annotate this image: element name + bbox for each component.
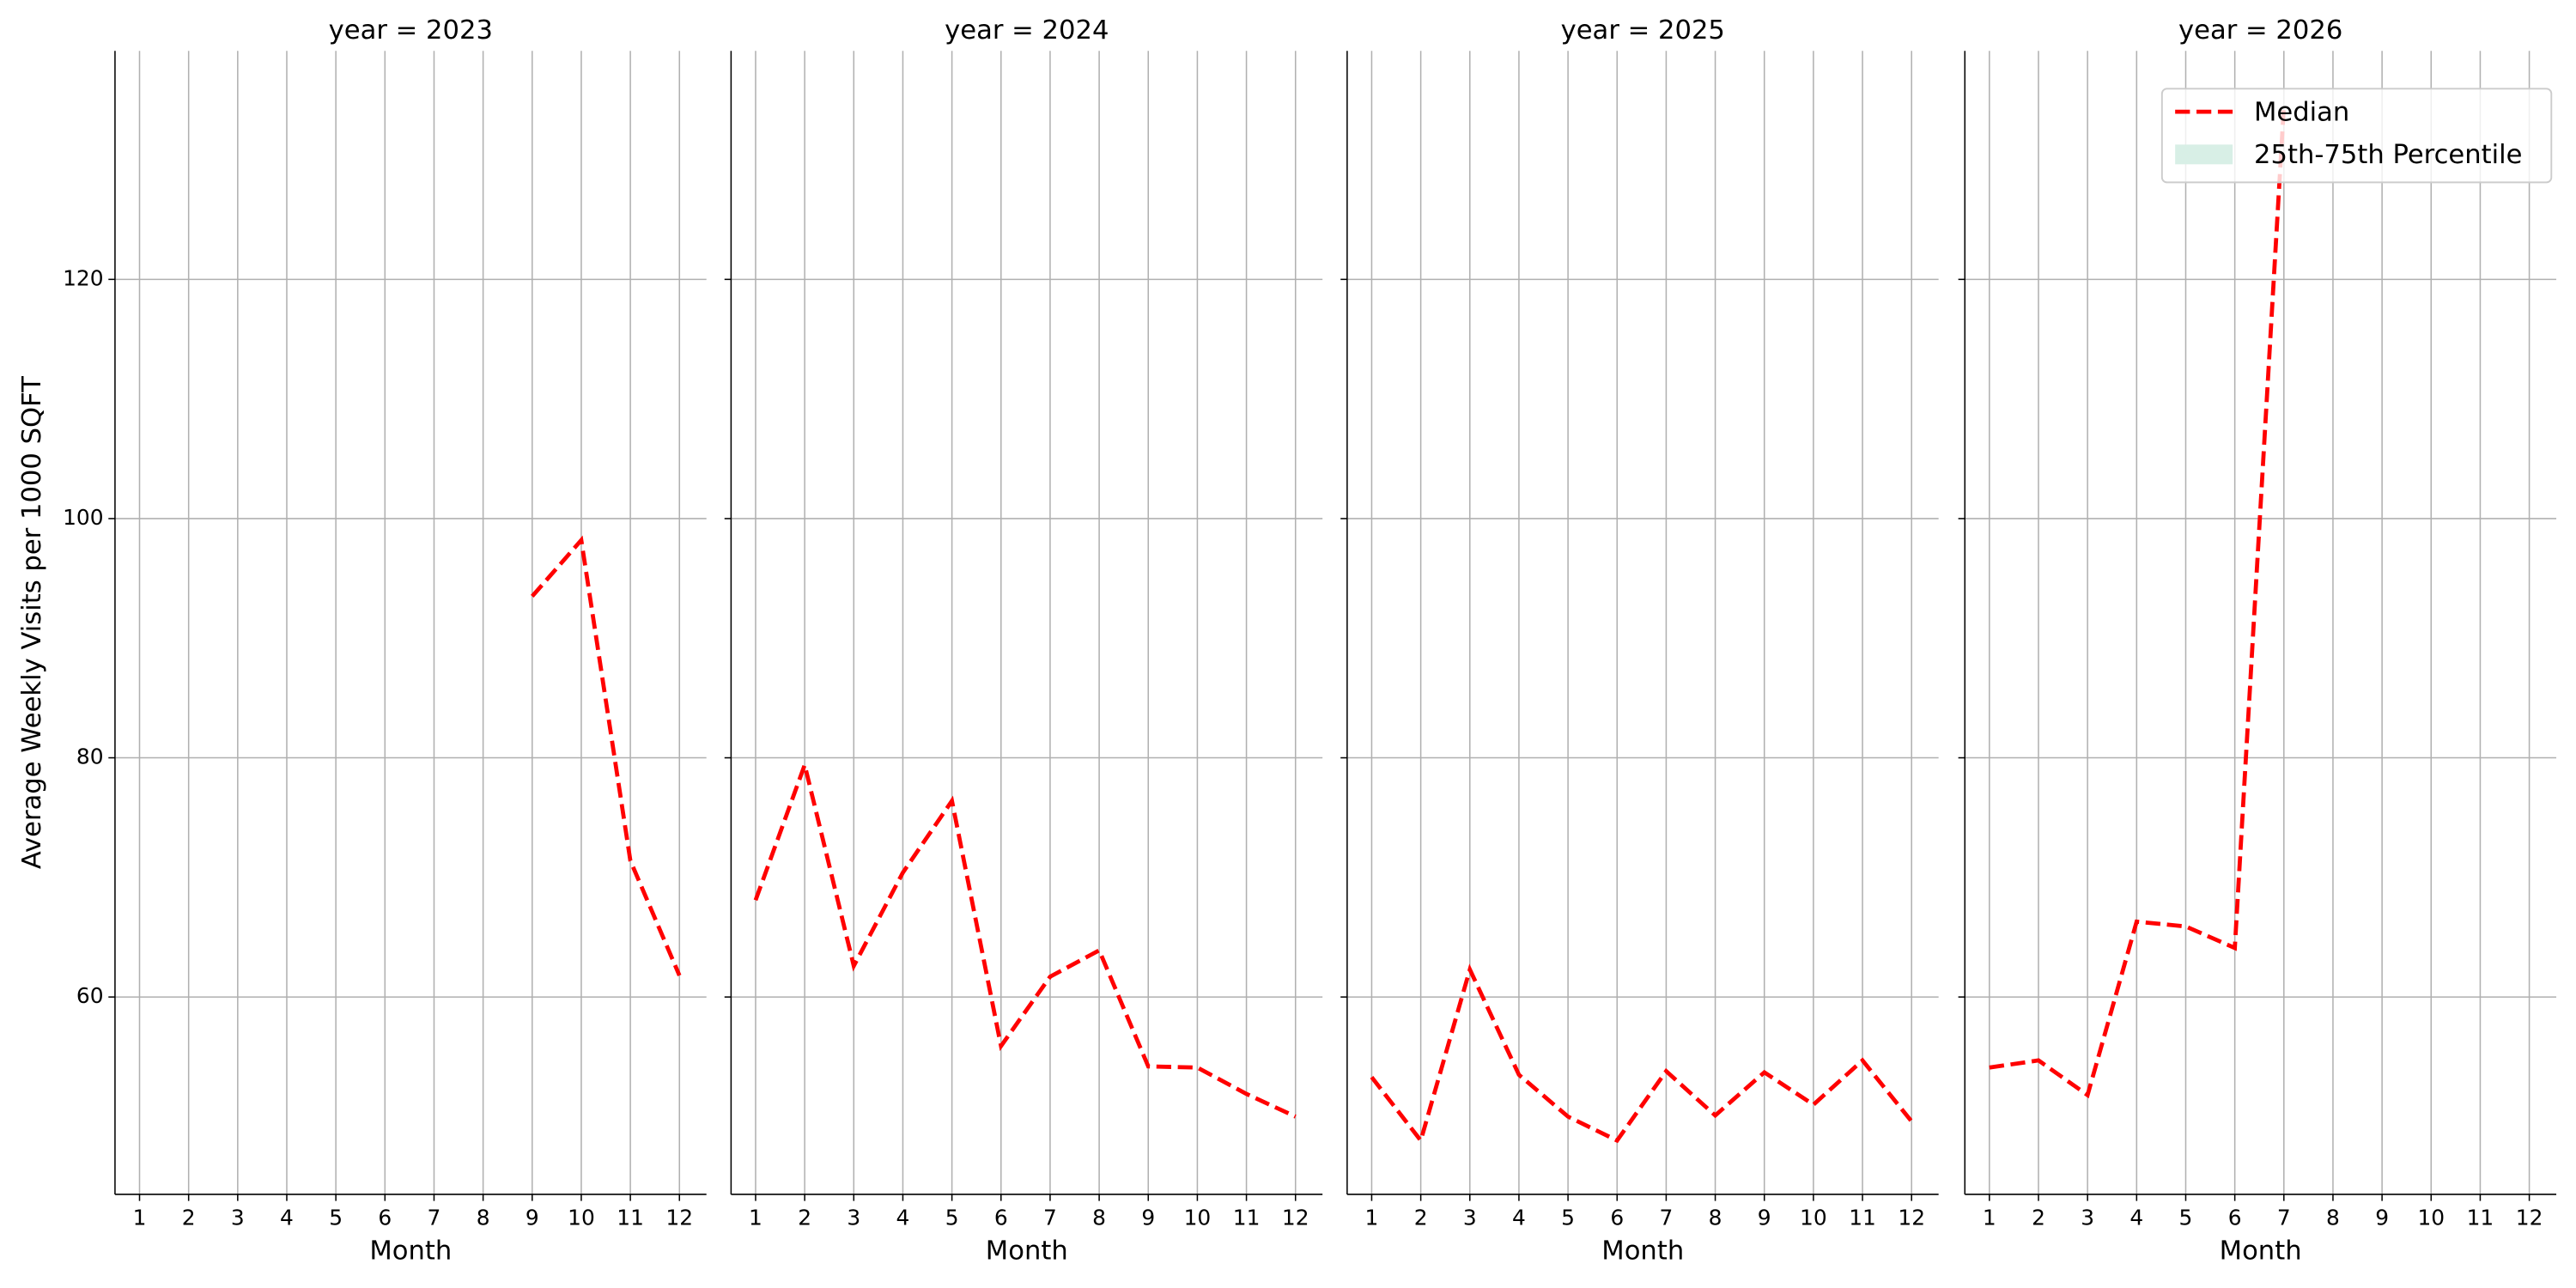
x-tick-label: 12	[1898, 1206, 1925, 1230]
x-tick-label: 12	[1282, 1206, 1309, 1230]
legend-label: Median	[2254, 98, 2349, 128]
x-axis-label: Month	[2220, 1236, 2302, 1266]
panel-title: year = 2024	[945, 15, 1109, 46]
x-tick-label: 9	[526, 1206, 539, 1230]
x-tick-label: 5	[2179, 1206, 2193, 1230]
x-tick-label: 8	[477, 1206, 490, 1230]
x-tick-label: 7	[2277, 1206, 2291, 1230]
x-tick-label: 3	[847, 1206, 860, 1230]
x-tick-label: 7	[1043, 1206, 1057, 1230]
x-tick-label: 12	[665, 1206, 693, 1230]
x-tick-label: 6	[378, 1206, 392, 1230]
x-tick-label: 6	[994, 1206, 1008, 1230]
median-line	[1989, 106, 2287, 1099]
x-tick-label: 5	[329, 1206, 343, 1230]
x-tick-label: 6	[2228, 1206, 2242, 1230]
x-tick-label: 2	[182, 1206, 196, 1230]
x-tick-label: 8	[1092, 1206, 1106, 1230]
x-tick-label: 1	[133, 1206, 147, 1230]
x-tick-label: 10	[1184, 1206, 1212, 1230]
median-line	[1370, 963, 1914, 1145]
x-tick-label: 11	[617, 1206, 644, 1230]
median-line	[530, 535, 682, 976]
x-tick-label: 12	[2516, 1206, 2543, 1230]
x-tick-label: 5	[1561, 1206, 1575, 1230]
x-tick-label: 3	[1463, 1206, 1477, 1230]
x-tick-label: 3	[2081, 1206, 2094, 1230]
legend-label: 25th-75th Percentile	[2254, 140, 2523, 170]
x-tick-label: 4	[1512, 1206, 1526, 1230]
x-tick-label: 6	[1610, 1206, 1624, 1230]
x-tick-label: 11	[2467, 1206, 2494, 1230]
y-tick-label: 80	[76, 744, 104, 769]
x-tick-label: 11	[1849, 1206, 1876, 1230]
x-tick-label: 1	[749, 1206, 762, 1230]
x-tick-label: 4	[896, 1206, 910, 1230]
legend-patch	[2175, 144, 2233, 165]
x-tick-label: 9	[1758, 1206, 1771, 1230]
x-tick-label: 11	[1233, 1206, 1261, 1230]
median-line	[753, 757, 1297, 1119]
x-tick-label: 8	[1709, 1206, 1722, 1230]
legend-box	[2160, 88, 2553, 184]
x-tick-label: 2	[798, 1206, 811, 1230]
y-axis-label: Average Weekly Visits per 1000 SQFT	[17, 376, 47, 869]
panel-title: year = 2026	[2178, 15, 2342, 46]
x-tick-label: 1	[1365, 1206, 1379, 1230]
x-tick-label: 10	[1800, 1206, 1827, 1230]
x-tick-label: 7	[1660, 1206, 1674, 1230]
panel-title: year = 2023	[329, 15, 493, 46]
panel-title: year = 2025	[1561, 15, 1725, 46]
y-tick-label: 60	[76, 983, 104, 1008]
x-tick-label: 9	[2375, 1206, 2389, 1230]
x-tick-label: 3	[231, 1206, 245, 1230]
x-tick-label: 5	[945, 1206, 959, 1230]
x-tick-label: 1	[1983, 1206, 1996, 1230]
x-tick-label: 2	[2032, 1206, 2045, 1230]
x-axis-label: Month	[369, 1236, 452, 1266]
x-axis-label: Month	[1601, 1236, 1684, 1266]
x-tick-label: 10	[568, 1206, 595, 1230]
x-axis-label: Month	[986, 1236, 1068, 1266]
x-tick-label: 9	[1141, 1206, 1155, 1230]
y-tick-label: 100	[63, 505, 103, 530]
x-tick-label: 4	[280, 1206, 294, 1230]
legend: Median 25th-75th Percentile	[2160, 88, 2553, 184]
x-tick-label: 10	[2417, 1206, 2445, 1230]
x-tick-label: 7	[428, 1206, 441, 1230]
x-tick-label: 4	[2129, 1206, 2143, 1230]
x-tick-label: 2	[1414, 1206, 1428, 1230]
y-tick-label: 120	[63, 265, 103, 290]
x-tick-label: 8	[2326, 1206, 2340, 1230]
